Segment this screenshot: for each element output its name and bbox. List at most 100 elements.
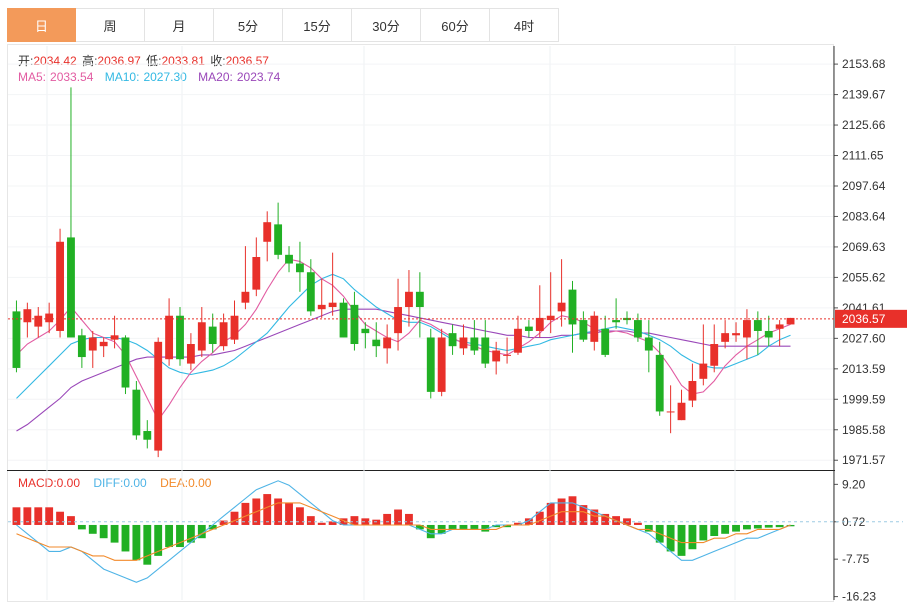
macd-axis-label: 0.72 [842,515,866,529]
macd-bar [394,509,402,525]
candle-body [623,317,631,321]
candle-body [132,389,141,436]
candle-body [699,363,708,379]
candle-body [208,326,217,345]
tab-4hour[interactable]: 4时 [490,8,559,42]
macd-bar [644,524,653,532]
macd-bar [601,513,610,525]
candle-body [263,222,272,242]
macd-bar [143,524,152,565]
macd-bar [448,524,457,530]
candle-body [470,337,479,351]
price-axis-label: 2027.60 [842,331,886,345]
candle-body [176,315,184,360]
candle-body [350,304,359,345]
candle-body [612,320,621,323]
price-axis-label: 2153.68 [842,57,886,71]
candle-body [601,328,610,355]
candle-body [721,333,730,342]
candle-body [23,309,32,323]
candle-body [77,335,86,358]
macd-bar [764,524,773,528]
macd-bar [197,524,206,539]
tab-week[interactable]: 周 [76,8,145,42]
macd-bar [688,524,697,550]
macd-bar [306,516,315,525]
current-price-tag [835,309,907,328]
macd-bar [154,524,163,556]
candle-body [154,341,163,451]
tab-month[interactable]: 月 [145,8,214,42]
price-axis-label: 2055.62 [842,270,886,284]
macd-bar [699,524,708,541]
macd-bar [426,524,435,539]
macd-bar [339,518,348,525]
candle-body [644,337,653,351]
macd-bar [743,524,751,530]
candle-body [99,341,108,347]
candle-body [492,350,501,362]
candle-body [328,302,337,308]
candle-body [34,315,43,327]
candle-body [241,291,250,303]
candle-body [514,328,522,353]
price-axis-label: 2097.64 [842,179,886,193]
macd-bar [481,524,490,532]
candle-body [590,315,599,342]
macd-bar [383,513,392,525]
macd-bar [568,496,577,525]
candle-body [252,257,261,290]
candle-body [666,411,675,413]
macd-axis-label: -7.75 [842,552,870,566]
ma10-value: 2027.30 [143,70,187,84]
macd-bar [459,524,468,530]
macd-bar [372,519,381,525]
candle-body [753,320,762,331]
candle-body [535,317,544,331]
macd-bar [45,507,54,525]
candle-body [732,333,740,336]
price-axis-label: 2139.67 [842,88,886,102]
macd-value: 0.00 [56,476,81,490]
price-axis-label: 2013.59 [842,362,886,376]
candle-body [524,326,533,331]
tab-60min[interactable]: 60分 [421,8,490,42]
macd-bar [110,524,119,543]
price-axis-label: 2125.66 [842,118,886,132]
macd-bar [677,524,686,556]
macd-bar [415,524,424,530]
candle-body [143,431,152,440]
price-axis-label: 2069.63 [842,240,886,254]
macd-bar [317,522,326,525]
ma20-line [16,308,791,432]
diff-label: DIFF: [93,476,124,490]
macd-bar [208,524,217,530]
tab-day[interactable]: 日 [7,8,76,42]
candle-body [579,320,588,340]
candle-body [339,302,348,338]
candle-body [415,291,424,308]
macd-bar [579,505,588,525]
tab-15min[interactable]: 15分 [283,8,352,42]
candle-body [285,254,293,264]
current-price-tag-label: 2036.57 [842,312,886,326]
candle-body [481,337,490,364]
candle-body [306,272,315,312]
macd-bar [219,520,228,525]
macd-bar [546,502,555,525]
tab-5min[interactable]: 5分 [214,8,283,42]
macd-bar [633,522,642,525]
candle-body [186,344,195,364]
macd-bar [23,507,32,525]
macd-bar [34,507,43,525]
macd-bar [753,524,762,529]
macd-bar [88,524,97,534]
macd-bar [470,524,479,530]
tab-30min[interactable]: 30分 [352,8,421,42]
candle-body [56,241,64,331]
dea-line [16,502,791,561]
dea-label: DEA: [160,476,189,490]
macd-bar [710,524,719,536]
candle-body [426,337,435,392]
